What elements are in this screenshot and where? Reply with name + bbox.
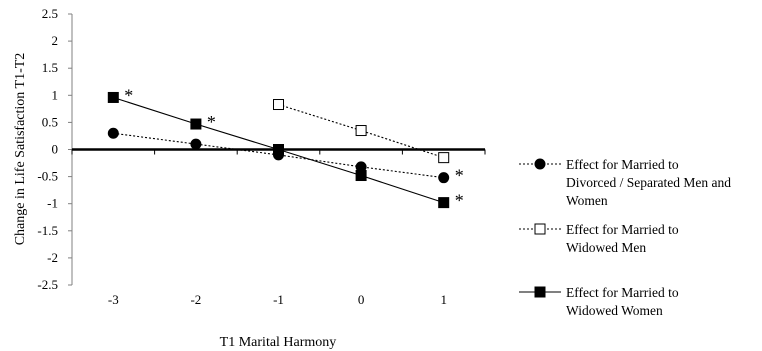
y-tick-label: 2.5 xyxy=(42,6,58,21)
y-tick-label: 1.5 xyxy=(42,60,58,75)
y-tick-label: -0.5 xyxy=(37,169,58,184)
legend: Effect for Married to Divorced / Separate… xyxy=(519,157,731,318)
series-3-point xyxy=(273,144,284,155)
series-2-line xyxy=(278,103,444,159)
y-tick-label: 2 xyxy=(52,33,59,48)
legend-label: Effect for Married to xyxy=(566,222,679,237)
legend-label: Divorced / Separated Men and xyxy=(566,175,731,190)
series-1-point xyxy=(107,127,119,139)
x-tick-label: -2 xyxy=(190,292,201,307)
series-3-point xyxy=(355,170,367,182)
legend-label: Widowed Men xyxy=(566,240,646,255)
series-2-point xyxy=(438,152,450,164)
series-3-point xyxy=(107,91,119,103)
significance-star: * xyxy=(207,112,216,132)
x-tick-label: 1 xyxy=(440,292,447,307)
y-tick-label: -2.5 xyxy=(37,277,58,292)
series-3: * * * xyxy=(107,85,464,211)
y-tick-label: 0.5 xyxy=(42,114,58,129)
significance-star: * xyxy=(124,85,133,105)
y-tick-label: 1 xyxy=(52,87,59,102)
y-tick-label: -1 xyxy=(47,196,58,211)
y-tick-label: 0 xyxy=(52,142,59,157)
legend-swatch-marker xyxy=(534,286,546,298)
series-1-point xyxy=(190,138,202,150)
series-1-point xyxy=(438,172,450,184)
legend-swatch-marker xyxy=(534,158,546,170)
legend-label: Effect for Married to xyxy=(566,285,679,300)
x-tick-label: -1 xyxy=(273,292,284,307)
legend-entry-1: Effect for Married to Divorced / Separate… xyxy=(519,157,731,208)
legend-label: Widowed Women xyxy=(566,303,663,318)
x-tick-label: -3 xyxy=(108,292,119,307)
y-tick-label: -2 xyxy=(47,250,58,265)
legend-swatch-marker xyxy=(534,223,546,235)
significance-star: * xyxy=(455,191,464,211)
series-3-point xyxy=(438,197,450,209)
y-tick-label: -1.5 xyxy=(37,223,58,238)
x-axis-title: T1 Marital Harmony xyxy=(220,335,337,350)
legend-label: Effect for Married to xyxy=(566,157,679,172)
series-3-point xyxy=(190,118,202,130)
legend-entry-2: Effect for Married to Widowed Men xyxy=(519,222,679,255)
series-2-point xyxy=(273,99,284,111)
x-tick-label: 0 xyxy=(358,292,365,307)
series-2 xyxy=(273,99,450,164)
plot-area: 2.5 2 1.5 1 0.5 0 -0.5 -1 -1.5 -2 -2.5 -3 -2 -1 0 1 * * * * xyxy=(37,6,486,307)
legend-entry-3: Effect for Married to Widowed Women xyxy=(519,285,679,318)
significance-star: * xyxy=(455,166,464,186)
legend-label: Women xyxy=(566,193,608,208)
y-axis-title: Change in Life Satisfaction T1-T2 xyxy=(13,53,28,246)
series-1: * xyxy=(107,127,464,186)
series-2-point xyxy=(355,125,367,137)
series-1-line xyxy=(113,132,444,179)
